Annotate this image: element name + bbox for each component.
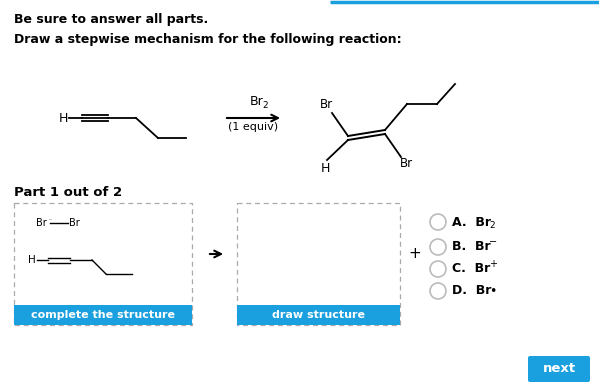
Text: +: + xyxy=(489,259,497,269)
Text: Draw a stepwise mechanism for the following reaction:: Draw a stepwise mechanism for the follow… xyxy=(14,33,401,46)
Text: Be sure to answer all parts.: Be sure to answer all parts. xyxy=(14,13,208,26)
Text: 2: 2 xyxy=(489,221,495,231)
Text: Br: Br xyxy=(400,157,413,170)
FancyBboxPatch shape xyxy=(528,356,590,382)
Text: A.  Br: A. Br xyxy=(452,216,491,229)
Text: Br: Br xyxy=(36,218,47,228)
Text: •: • xyxy=(489,285,497,298)
FancyBboxPatch shape xyxy=(237,305,400,325)
Text: next: next xyxy=(543,363,576,375)
Text: ..: .. xyxy=(48,216,52,221)
Text: 2: 2 xyxy=(262,101,268,110)
Text: +: + xyxy=(409,246,421,261)
Text: draw structure: draw structure xyxy=(272,310,365,320)
Text: (1 equiv): (1 equiv) xyxy=(228,122,279,132)
Text: H: H xyxy=(320,162,329,175)
FancyBboxPatch shape xyxy=(14,305,192,325)
Text: −: − xyxy=(489,237,497,247)
Text: complete the structure: complete the structure xyxy=(31,310,175,320)
Text: Part 1 out of 2: Part 1 out of 2 xyxy=(14,186,122,199)
Text: Br: Br xyxy=(250,95,263,108)
Text: H: H xyxy=(59,112,68,124)
Text: Br: Br xyxy=(69,218,80,228)
Text: B.  Br: B. Br xyxy=(452,241,491,253)
Text: C.  Br: C. Br xyxy=(452,263,490,276)
Text: Br: Br xyxy=(320,98,333,111)
Text: D.  Br: D. Br xyxy=(452,285,491,298)
Text: H: H xyxy=(28,255,36,265)
